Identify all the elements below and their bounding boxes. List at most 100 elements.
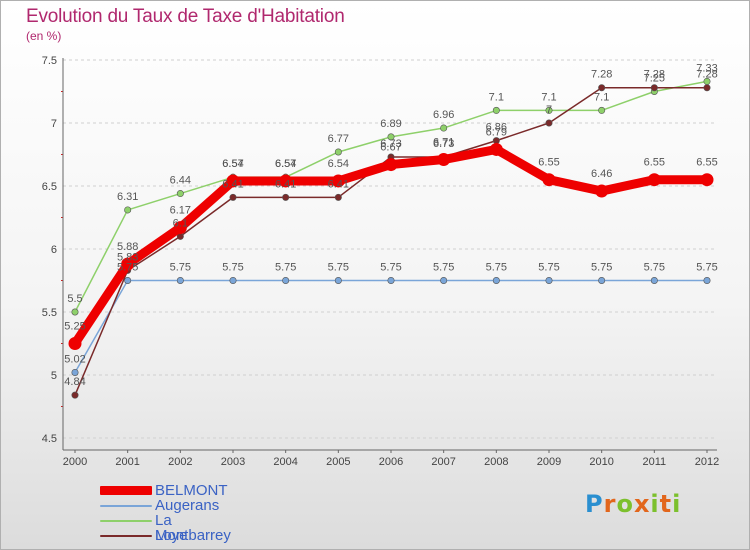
data-label-augerans: 5.75 (117, 262, 138, 274)
data-point-belmont (331, 174, 345, 188)
data-label-montbarrey: 7 (546, 104, 552, 116)
data-point-la-loye (176, 190, 184, 198)
logo-letter: t (659, 490, 673, 518)
data-label-montbarrey: 6.41 (222, 178, 243, 190)
data-point-augerans (387, 276, 395, 284)
data-label-augerans: 5.75 (433, 262, 454, 274)
data-point-la-loye (545, 106, 553, 114)
data-point-augerans (71, 368, 79, 376)
data-point-belmont (595, 184, 609, 198)
data-point-la-loye (492, 106, 500, 114)
data-label-la-loye: 6.89 (380, 118, 401, 130)
data-label-belmont: 6.54 (328, 158, 349, 170)
data-label-augerans: 5.75 (591, 262, 612, 274)
data-label-belmont: 6.71 (433, 137, 454, 149)
data-label-belmont: 6.46 (591, 168, 612, 180)
proxiti-logo: Proxiti (585, 490, 681, 518)
data-label-belmont: 5.88 (117, 241, 138, 253)
data-point-belmont (279, 174, 293, 188)
y-tick-label: 5 (51, 370, 57, 382)
data-label-montbarrey: 6.86 (486, 122, 507, 134)
data-point-belmont (173, 221, 187, 235)
data-point-montbarrey (282, 193, 290, 201)
data-label-augerans: 5.75 (275, 262, 296, 274)
data-label-la-loye: 6.57 (275, 158, 296, 170)
data-label-montbarrey: 4.84 (64, 376, 85, 388)
x-tick-label: 2008 (484, 456, 508, 468)
data-label-montbarrey: 6.73 (433, 138, 454, 150)
data-label-montbarrey: 6.73 (380, 138, 401, 150)
chart-subtitle: (en %) (26, 29, 62, 43)
data-point-augerans (176, 276, 184, 284)
data-label-belmont: 6.79 (486, 126, 507, 138)
data-point-belmont (437, 153, 451, 167)
data-point-montbarrey (229, 193, 237, 201)
data-point-belmont (121, 257, 135, 271)
y-tick-label: 7 (51, 118, 57, 130)
data-point-montbarrey (334, 193, 342, 201)
x-tick-label: 2006 (379, 456, 403, 468)
data-label-la-loye: 6.31 (117, 191, 138, 203)
data-label-belmont: 6.55 (696, 157, 717, 169)
data-label-la-loye: 7.25 (644, 73, 665, 85)
data-label-la-loye: 6.44 (170, 175, 191, 187)
x-tick-label: 2000 (63, 456, 87, 468)
data-point-belmont (384, 158, 398, 172)
data-point-montbarrey (598, 84, 606, 92)
legend-label-montbarrey: Montbarrey (155, 527, 231, 544)
logo-letter: r (603, 490, 617, 518)
data-label-la-loye: 7.1 (541, 91, 556, 103)
data-label-la-loye: 7.1 (489, 91, 504, 103)
logo-letter: P (585, 490, 604, 518)
data-label-montbarrey: 6.41 (328, 178, 349, 190)
logo-letter: i (672, 490, 682, 518)
data-label-belmont: 6.54 (222, 158, 243, 170)
data-label-montbarrey: 6.41 (275, 178, 296, 190)
x-tick-label: 2012 (695, 456, 719, 468)
data-point-augerans (545, 276, 553, 284)
data-label-la-loye: 7.33 (696, 62, 717, 74)
data-label-montbarrey: 7.28 (591, 69, 612, 81)
data-label-montbarrey: 5.83 (117, 251, 138, 263)
data-label-belmont: 6.17 (170, 205, 191, 217)
data-label-augerans: 5.75 (696, 262, 717, 274)
data-label-montbarrey: 7.28 (696, 69, 717, 81)
data-point-augerans (598, 276, 606, 284)
data-point-la-loye (598, 106, 606, 114)
legend-label-belmont: BELMONT (155, 482, 228, 499)
data-point-la-loye (387, 133, 395, 141)
data-label-la-loye: 6.96 (433, 109, 454, 121)
x-tick-label: 2002 (168, 456, 192, 468)
logo-letter: x (633, 490, 651, 518)
chart-title: Evolution du Taux de Taxe d'Habitation (26, 6, 345, 27)
data-label-augerans: 5.75 (380, 262, 401, 274)
data-label-augerans: 5.75 (486, 262, 507, 274)
y-tick-label: 5.5 (42, 307, 57, 319)
x-tick-label: 2003 (221, 456, 245, 468)
data-point-la-loye (71, 308, 79, 316)
data-label-belmont: 6.67 (380, 142, 401, 154)
data-point-augerans (703, 276, 711, 284)
data-label-belmont: 6.54 (275, 158, 296, 170)
data-label-la-loye: 7.1 (594, 91, 609, 103)
legend-label-la-loye: La Loye (155, 512, 188, 544)
y-tick-label: 6 (51, 244, 57, 256)
data-point-montbarrey (650, 84, 658, 92)
legend-swatch-belmont (100, 486, 152, 495)
data-label-montbarrey: 6.1 (173, 217, 188, 229)
data-label-la-loye: 5.5 (67, 293, 82, 305)
data-label-la-loye: 6.77 (328, 133, 349, 145)
x-tick-label: 2009 (537, 456, 561, 468)
logo-letter: i (650, 490, 660, 518)
data-point-belmont (68, 337, 82, 350)
legend-swatch-augerans (100, 505, 152, 507)
x-tick-label: 2010 (589, 456, 613, 468)
data-point-belmont (226, 174, 240, 188)
x-tick-label: 2001 (115, 456, 139, 468)
x-tick-label: 2011 (643, 456, 667, 468)
data-point-belmont (489, 142, 503, 156)
data-label-augerans: 5.75 (644, 262, 665, 274)
legend-swatch-montbarrey (100, 535, 152, 537)
data-point-montbarrey (71, 391, 79, 399)
data-label-augerans: 5.75 (328, 262, 349, 274)
